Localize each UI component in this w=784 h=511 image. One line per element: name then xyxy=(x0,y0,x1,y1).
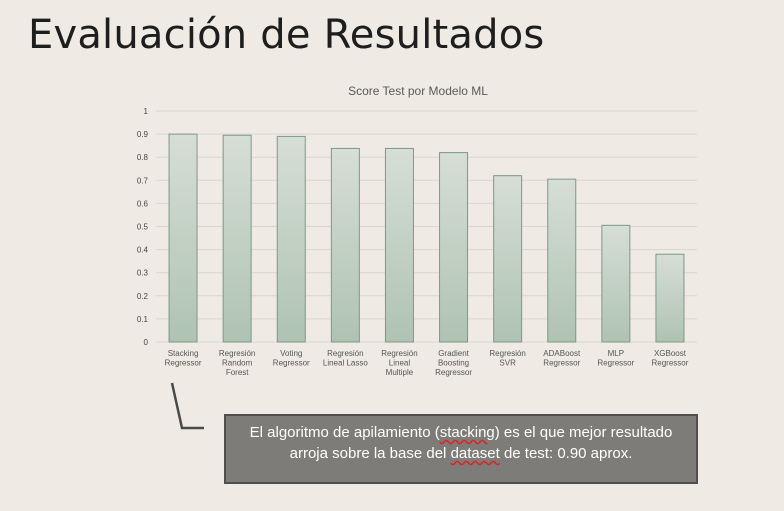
callout-connector xyxy=(170,382,204,430)
x-tick-label: Voting Regressor xyxy=(273,349,310,368)
x-tick-label: Regresión Lineal Lasso xyxy=(323,349,368,368)
y-tick-label: 0.5 xyxy=(137,223,149,232)
callout-word-dataset: dataset xyxy=(450,445,500,462)
bar xyxy=(493,175,523,343)
x-tick-label-line: Regresión xyxy=(219,349,255,358)
x-tick-label-line: Regressor xyxy=(273,359,310,368)
x-tick-label-line: Stacking xyxy=(168,349,199,358)
bar xyxy=(547,178,577,343)
x-tick-label-line: Regresión xyxy=(381,349,417,358)
x-tick-label-line: Regresión xyxy=(489,349,525,358)
callout-text-mid: ) es el que mejor resultado arroja sobre… xyxy=(289,424,673,462)
bar xyxy=(222,134,252,343)
bar xyxy=(384,147,414,343)
callout-text-after: de test: 0.90 aprox. xyxy=(499,445,633,462)
x-tick-label-line: MLP xyxy=(608,349,624,358)
y-tick-label: 0.2 xyxy=(137,292,149,301)
x-tick-label: Regresión Lineal Multiple xyxy=(381,349,417,377)
x-tick-label-line: Lineal Lasso xyxy=(323,359,368,368)
x-tick-label: XGBoost Regressor xyxy=(651,349,688,368)
x-tick-label-line: Regressor xyxy=(165,359,202,368)
x-tick-label-line: Voting xyxy=(280,349,302,358)
x-tick-label: Stacking Regressor xyxy=(165,349,202,368)
x-tick-label-line: SVR xyxy=(499,359,516,368)
y-tick-label: 0.1 xyxy=(137,315,149,324)
x-tick-label-line: Multiple xyxy=(386,368,414,377)
callout-word-stacking: stacking xyxy=(439,424,495,441)
y-tick-label: 0.9 xyxy=(137,130,149,139)
x-tick-label: Regresión Random Forest xyxy=(219,349,255,377)
y-tick-label: 0.8 xyxy=(137,153,149,162)
callout-text-before: El algoritmo de apilamiento ( xyxy=(249,424,440,441)
x-tick-label-line: ADABoost xyxy=(543,349,581,358)
x-tick-label: Regresión SVR xyxy=(489,349,525,368)
x-tick-label: Gradient Boosting Regressor xyxy=(435,349,472,377)
x-tick-label-line: Forest xyxy=(226,368,249,377)
x-tick-label-line: Boosting xyxy=(438,359,469,368)
x-tick-label-line: Regressor xyxy=(651,359,688,368)
x-tick-label-line: XGBoost xyxy=(654,349,687,358)
x-tick-label-line: Lineal xyxy=(389,359,411,368)
bar xyxy=(330,147,360,343)
callout-box: El algoritmo de apilamiento (stacking) e… xyxy=(224,414,698,484)
y-tick-label: 0.6 xyxy=(137,199,149,208)
y-tick-label: 0.3 xyxy=(137,269,149,278)
chart-title: Score Test por Modelo ML xyxy=(348,84,488,98)
x-tick-label-line: Regresión xyxy=(327,349,363,358)
x-tick-label-line: Regressor xyxy=(543,359,580,368)
x-tick-label-line: Random xyxy=(222,359,253,368)
bar xyxy=(439,152,469,343)
x-tick-label: MLP Regressor xyxy=(597,349,634,368)
x-tick-label-line: Regressor xyxy=(435,368,472,377)
x-tick-label: ADABoost Regressor xyxy=(543,349,581,368)
y-tick-label: 1 xyxy=(144,107,149,116)
bar xyxy=(601,224,631,343)
slide-title: Evaluación de Resultados xyxy=(28,12,545,58)
y-tick-label: 0 xyxy=(144,338,149,347)
bar xyxy=(655,253,685,343)
x-tick-label-line: Gradient xyxy=(438,349,469,358)
y-tick-label: 0.7 xyxy=(137,176,149,185)
bar xyxy=(168,133,198,343)
bar xyxy=(276,135,306,343)
y-tick-label: 0.4 xyxy=(137,246,149,255)
x-tick-label-line: Regressor xyxy=(597,359,634,368)
